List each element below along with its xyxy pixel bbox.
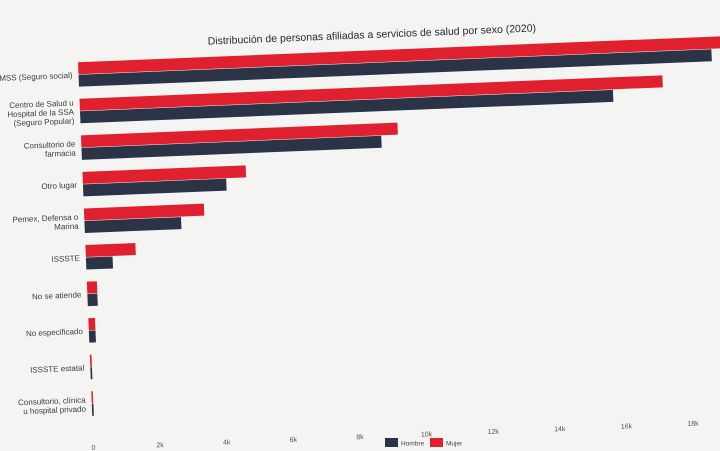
bar-mujer-6 (85, 243, 136, 258)
category-label-8: No especificado (26, 327, 84, 338)
bar-hombre-8 (88, 330, 96, 343)
category-label-5-line-1: Pemex, Defensa o (12, 213, 79, 225)
x-tick-label-3: 4k (223, 439, 231, 446)
bar-mujer-1 (78, 36, 720, 75)
category-label-7: No se atiende (32, 290, 82, 301)
x-tick-label-1: 0 (91, 445, 95, 451)
bar-hombre-9 (90, 367, 93, 380)
x-tick-label-7: 12k (487, 429, 499, 436)
category-label-3-line-2: farmacia (45, 149, 77, 159)
bar-hombre-6 (85, 256, 114, 270)
category-label-9: ISSSTE estatal (30, 363, 85, 374)
bar-hombre-3 (81, 135, 382, 160)
category-label-2-line-2: Hospital de la SSA (7, 107, 75, 119)
bar-mujer-4 (82, 165, 247, 184)
x-tick-label-5: 8k (356, 434, 364, 441)
category-label-2-line-1: Centro de Salud u (9, 99, 74, 111)
x-tick-label-8: 14k (554, 426, 566, 433)
bar-mujer-9 (89, 354, 92, 367)
bar-mujer-2 (79, 75, 663, 111)
x-tick-label-2: 2k (156, 442, 164, 449)
bar-mujer-5 (83, 203, 205, 221)
legend: Hombre Mujer (385, 438, 463, 448)
bar-mujer-8 (88, 317, 96, 331)
bar-hombre-2 (80, 89, 614, 124)
category-label-1: IMSS (Seguro social) (0, 71, 73, 83)
plot-area: IMSS (Seguro social) Centro de Salud uHos… (0, 36, 720, 451)
bar-hombre-10 (91, 403, 94, 416)
bar-hombre-1 (78, 49, 712, 87)
category-label-4: Otro lugar (41, 181, 77, 191)
x-tick-label-6: 10k (421, 431, 433, 438)
bar-mujer-3 (80, 122, 398, 148)
x-tick-label-10: 18k (687, 421, 699, 428)
category-label-10-line-2: u hospital privado (23, 405, 87, 417)
legend-label-mujer: Mujer (446, 441, 463, 448)
bar-hombre-4 (82, 178, 227, 197)
legend-swatch-mujer (430, 438, 443, 447)
x-tick-label-9: 16k (621, 423, 633, 430)
bar-mujer-10 (91, 391, 94, 404)
bar-mujer-7 (86, 281, 98, 294)
bar-hombre-7 (87, 293, 98, 307)
category-label-2-line-3: (Seguro Popular) (13, 116, 75, 127)
category-label-10-line-1: Consultorio, clínica (18, 396, 86, 408)
legend-label-hombre: Hombre (401, 441, 425, 448)
x-tick-label-4: 6k (290, 437, 298, 444)
chart-title: Distribución de personas afiliadas a ser… (207, 22, 536, 47)
legend-swatch-hombre (385, 438, 398, 447)
category-label-3-line-1: Consultorio de (24, 140, 76, 151)
bar-hombre-5 (84, 217, 182, 233)
category-label-5-line-2: Marina (54, 222, 79, 232)
category-label-6: ISSSTE (51, 254, 80, 264)
